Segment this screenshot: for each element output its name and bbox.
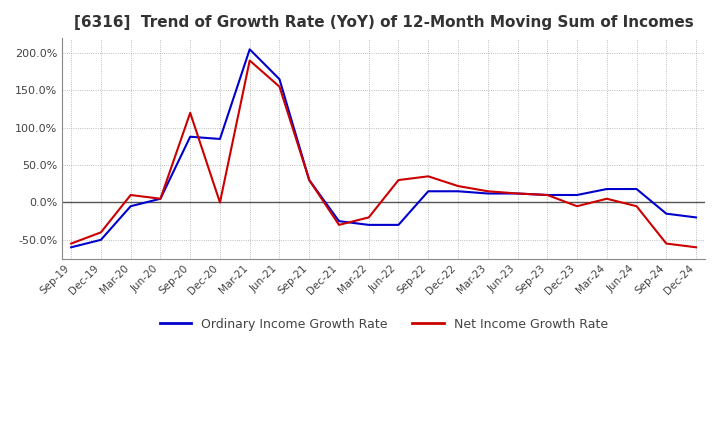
Ordinary Income Growth Rate (543, 192, 552, 198)
Ordinary Income Growth Rate (335, 219, 343, 224)
Ordinary Income Growth Rate (96, 237, 105, 242)
Net Income Growth Rate (543, 192, 552, 198)
Net Income Growth Rate (513, 191, 522, 196)
Net Income Growth Rate (67, 241, 76, 246)
Ordinary Income Growth Rate (67, 245, 76, 250)
Line: Net Income Growth Rate: Net Income Growth Rate (71, 61, 696, 247)
Net Income Growth Rate (572, 204, 581, 209)
Net Income Growth Rate (126, 192, 135, 198)
Net Income Growth Rate (186, 110, 194, 115)
Net Income Growth Rate (364, 215, 373, 220)
Ordinary Income Growth Rate (603, 187, 611, 192)
Net Income Growth Rate (662, 241, 670, 246)
Net Income Growth Rate (246, 58, 254, 63)
Ordinary Income Growth Rate (275, 77, 284, 82)
Net Income Growth Rate (603, 196, 611, 202)
Net Income Growth Rate (692, 245, 701, 250)
Ordinary Income Growth Rate (662, 211, 670, 216)
Ordinary Income Growth Rate (572, 192, 581, 198)
Ordinary Income Growth Rate (246, 47, 254, 52)
Ordinary Income Growth Rate (394, 222, 402, 227)
Ordinary Income Growth Rate (483, 191, 492, 196)
Legend: Ordinary Income Growth Rate, Net Income Growth Rate: Ordinary Income Growth Rate, Net Income … (155, 313, 613, 336)
Ordinary Income Growth Rate (424, 189, 433, 194)
Title: [6316]  Trend of Growth Rate (YoY) of 12-Month Moving Sum of Incomes: [6316] Trend of Growth Rate (YoY) of 12-… (73, 15, 693, 30)
Ordinary Income Growth Rate (364, 222, 373, 227)
Net Income Growth Rate (454, 183, 462, 189)
Ordinary Income Growth Rate (692, 215, 701, 220)
Net Income Growth Rate (215, 200, 224, 205)
Ordinary Income Growth Rate (632, 187, 641, 192)
Net Income Growth Rate (305, 177, 313, 183)
Ordinary Income Growth Rate (126, 204, 135, 209)
Net Income Growth Rate (394, 177, 402, 183)
Net Income Growth Rate (156, 196, 165, 202)
Ordinary Income Growth Rate (186, 134, 194, 139)
Ordinary Income Growth Rate (156, 196, 165, 202)
Net Income Growth Rate (424, 174, 433, 179)
Net Income Growth Rate (632, 204, 641, 209)
Ordinary Income Growth Rate (305, 177, 313, 183)
Line: Ordinary Income Growth Rate: Ordinary Income Growth Rate (71, 49, 696, 247)
Net Income Growth Rate (275, 84, 284, 89)
Ordinary Income Growth Rate (215, 136, 224, 142)
Ordinary Income Growth Rate (454, 189, 462, 194)
Net Income Growth Rate (483, 189, 492, 194)
Ordinary Income Growth Rate (513, 191, 522, 196)
Net Income Growth Rate (335, 222, 343, 227)
Net Income Growth Rate (96, 230, 105, 235)
